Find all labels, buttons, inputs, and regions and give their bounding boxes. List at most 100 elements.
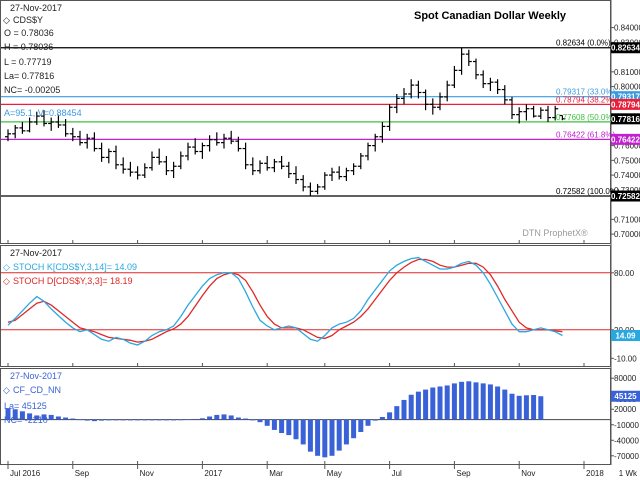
ohlc-bar: [26, 117, 33, 133]
stoch-y-tick-label: 80.00: [614, 269, 635, 278]
ohlc-bar: [41, 110, 47, 127]
ohlc-bar: [134, 166, 141, 180]
ohlc-bar: [113, 145, 119, 170]
ohlc-bar: [401, 88, 407, 105]
net-position-bar: [34, 415, 40, 420]
x-tick-label: Jul: [392, 469, 402, 478]
net-position-bar: [84, 419, 90, 421]
ohlc-bar: [141, 163, 148, 179]
net-position-bar: [113, 419, 119, 421]
net-position-bar: [343, 419, 349, 445]
ohlc-bar: [69, 127, 76, 142]
ohlc-bar: [365, 142, 371, 161]
net-position-bar: [185, 419, 191, 421]
net-position-bar: [91, 419, 97, 422]
last-price-tag-bg: [611, 113, 640, 125]
net-position-bar: [509, 393, 515, 420]
info-low: L = 0.77719: [4, 57, 51, 67]
ohlc-bar: [55, 114, 62, 128]
stoch-k-legend: STOCH K[CDS$Y,3,14]= 14.09: [13, 262, 137, 272]
ohlc-bar: [156, 148, 163, 165]
ohlc-bar: [249, 157, 256, 176]
symbol-icon: ◇: [3, 15, 10, 25]
ohlc-bar: [192, 138, 199, 155]
net-position-bar: [300, 419, 306, 445]
net-position-bar: [99, 419, 105, 421]
stoch-lines: [7, 256, 563, 346]
net-position-bar: [77, 419, 83, 421]
net-position-bar: [279, 419, 285, 434]
info-date: 27-Nov-2017: [10, 3, 62, 13]
net-position-bar: [480, 383, 486, 420]
ohlc-bar: [429, 98, 436, 115]
ohlc-bar: [307, 182, 314, 197]
ohlc-bar: [285, 161, 292, 179]
ohlc-bar: [300, 175, 307, 192]
price-y-tick-label: 0.80000: [614, 83, 640, 92]
ohlc-bar: [257, 160, 263, 174]
net-date: 27-Nov-2017: [10, 371, 62, 381]
net-position-bar: [55, 416, 61, 420]
net-position-bar: [394, 406, 400, 420]
net-position-bar: [286, 419, 292, 436]
fib-level-tag-text: 0.72582: [611, 192, 640, 201]
net-position-bar: [70, 418, 76, 420]
ohlc-bar: [444, 80, 451, 102]
net-position-bar: [250, 419, 256, 421]
ohlc-bar: [199, 142, 206, 159]
ohlc-bar: [149, 151, 155, 171]
net-position-bar: [127, 419, 133, 421]
ohlc-bar: [293, 166, 299, 184]
ohlc-bar: [127, 161, 134, 177]
net-position-bar: [192, 418, 198, 420]
fib-level-tag-text: 0.78794: [611, 100, 640, 109]
x-tick-label: May: [327, 469, 342, 478]
fib-level-tag-text: 0.82634: [611, 44, 640, 53]
net-position-bar: [156, 419, 162, 421]
ohlc-bar: [33, 111, 40, 125]
ohlc-bar: [494, 79, 501, 94]
ohlc-bar: [62, 119, 69, 137]
net-position-bar: [473, 382, 479, 420]
stoch-d-icon: ◇: [3, 276, 10, 286]
fib-level-tag-text: 0.79317: [611, 93, 640, 102]
net-last-tag-text: 45125: [614, 392, 637, 401]
x-tick-label: Mar: [269, 469, 283, 478]
net-position-bar: [257, 419, 263, 423]
ohlc-bar: [559, 114, 566, 121]
net-icon: ◇: [3, 385, 10, 395]
fib-level-tag-bg: [611, 91, 640, 103]
ohlc-bar: [516, 107, 523, 124]
net-position-bar: [466, 381, 472, 420]
net-position-bar: [372, 419, 378, 421]
stoch-bands: [1, 272, 611, 331]
x-tick-label: Jul 2016: [10, 469, 41, 478]
ohlc-bar: [185, 142, 191, 161]
ohlc-bar: [480, 70, 487, 89]
net-last-tag-bg: [611, 390, 640, 402]
x-axis: Jul 2016 Sep Nov 2017 Mar May Jul Sep Nov 2018: [7, 240, 604, 478]
net-position-bar: [365, 419, 371, 426]
net-position-bar: [135, 419, 141, 421]
chart-title: Spot Canadian Dollar Weekly: [414, 10, 567, 22]
net-position-bar: [149, 419, 155, 421]
ohlc-bar: [278, 155, 285, 170]
net-position-bar: [358, 419, 364, 432]
net-y-tick-label: 20000: [614, 405, 637, 414]
ohlc-bar: [422, 89, 429, 111]
fib-level-tag-bg: [611, 190, 640, 202]
net-position-bar: [207, 416, 213, 420]
net-position-bar: [495, 386, 501, 420]
net-position-bar: [329, 419, 335, 456]
net-position-bar: [437, 386, 443, 420]
net-position-bar: [142, 419, 148, 421]
timeframe-label: 1 Wk: [619, 469, 638, 478]
ohlc-bar: [228, 130, 235, 145]
net-position-bar: [336, 419, 342, 451]
right-axis-strip: [611, 0, 640, 465]
net-position-bar: [106, 419, 112, 421]
ohlc-bar: [5, 129, 11, 142]
ohlc-bar: [271, 158, 278, 173]
